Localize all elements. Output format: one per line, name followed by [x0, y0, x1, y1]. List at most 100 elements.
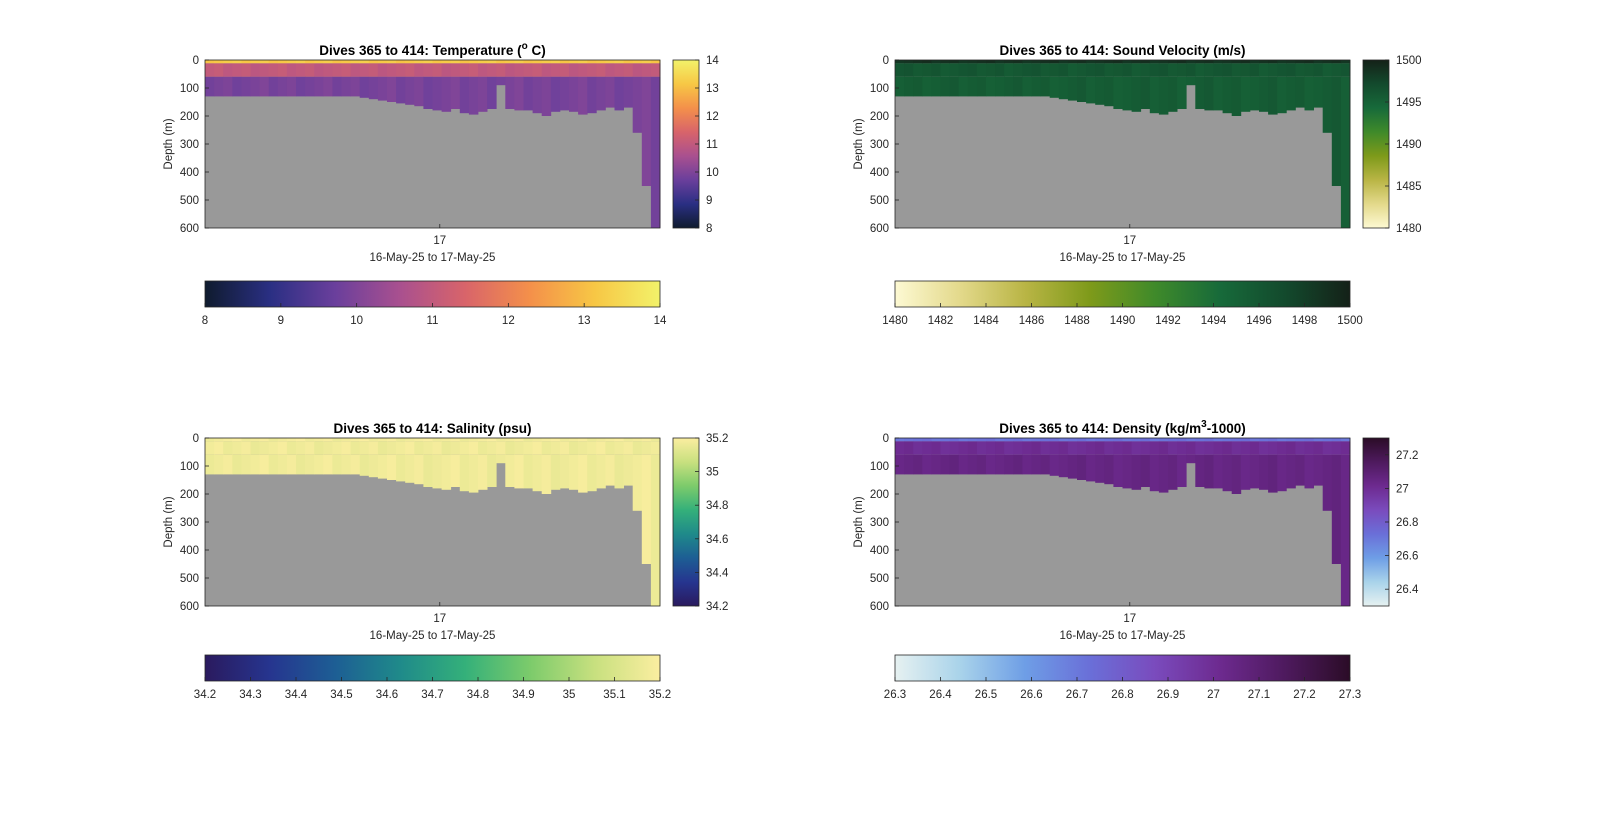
data-cell [250, 76, 260, 97]
data-cell [377, 438, 388, 442]
data-cell [995, 63, 1005, 77]
data-cell [1104, 441, 1114, 455]
data-cell [1158, 438, 1169, 442]
data-cell [468, 441, 479, 455]
data-cell [1095, 60, 1105, 64]
chart-panel-2: 0 100 200 300 400 500 600 Depth (m) 17 16-May-25 … [853, 43, 1422, 327]
data-cell [967, 63, 978, 77]
bottom-colorbar-label: 1484 [973, 315, 999, 327]
side-colorbar-label: 35 [706, 467, 719, 479]
data-cell [1049, 60, 1060, 64]
data-cell [958, 63, 969, 77]
data-cell [1322, 63, 1333, 77]
data-cell [650, 441, 661, 455]
data-cell [250, 63, 260, 77]
data-cell [1122, 76, 1132, 111]
data-cell [377, 76, 388, 101]
y-tick-label: 300 [180, 139, 199, 151]
y-tick-label: 600 [180, 223, 199, 235]
data-cell [432, 76, 442, 111]
data-cell [1249, 441, 1260, 455]
data-cell [341, 60, 351, 64]
data-cell [1222, 76, 1233, 114]
y-tick-label: 500 [180, 195, 199, 207]
data-cell [1340, 60, 1351, 64]
data-cell [1331, 441, 1342, 455]
data-cell [1067, 76, 1078, 101]
side-colorbar-label: 1480 [1396, 223, 1422, 235]
data-cell [922, 441, 932, 455]
data-cell [596, 63, 606, 77]
data-cell [423, 438, 433, 442]
data-cell [250, 441, 260, 455]
data-cell [1240, 441, 1251, 455]
data-cell [614, 438, 624, 442]
data-cell [1022, 441, 1032, 455]
bottom-colorbar-label: 27 [1207, 689, 1220, 701]
bottom-colorbar-label: 35.2 [649, 689, 671, 701]
data-cell [1222, 441, 1233, 455]
bottom-colorbar-label: 34.7 [421, 689, 443, 701]
x-tick-label: 17 [433, 613, 446, 625]
y-axis-label: Depth (m) [163, 118, 175, 169]
data-cell [387, 63, 397, 77]
data-cell [1067, 438, 1078, 442]
data-cell [922, 454, 932, 475]
data-cell [958, 438, 969, 442]
bottom-colorbar-label: 9 [278, 315, 284, 327]
data-cell [387, 60, 397, 64]
data-cell [232, 60, 242, 64]
data-cell [1304, 60, 1314, 64]
data-cell [1040, 441, 1051, 455]
bottom-colorbar-label: 1490 [1110, 315, 1136, 327]
data-cell [314, 63, 324, 77]
data-cell [359, 438, 370, 442]
data-cell [468, 454, 479, 493]
data-cell [949, 438, 960, 442]
data-cell [1077, 438, 1087, 442]
data-cell [432, 454, 442, 489]
data-cell [1249, 63, 1260, 77]
data-cell [1004, 441, 1014, 455]
data-cell [605, 60, 615, 64]
side-colorbar-label: 26.8 [1396, 517, 1418, 529]
data-cell [1259, 76, 1269, 112]
data-cell [396, 454, 406, 482]
data-cell [487, 441, 497, 455]
chart-panel-3: 0 100 200 300 400 500 600 Depth (m) 17 16-May-25 … [163, 421, 729, 701]
data-cell [423, 454, 433, 487]
data-cell [1122, 63, 1132, 77]
data-cell [332, 60, 342, 64]
data-cell [459, 441, 470, 455]
data-cell [623, 441, 634, 455]
data-cell [259, 60, 270, 64]
data-cell [641, 63, 652, 77]
data-cell [468, 60, 479, 64]
data-cell [496, 441, 506, 455]
data-cell [1259, 60, 1269, 64]
data-cell [241, 454, 251, 475]
data-cell [296, 454, 306, 475]
data-cell [1222, 438, 1233, 442]
data-cell [1058, 76, 1069, 100]
data-cell [1086, 63, 1096, 77]
data-cell [1140, 438, 1151, 442]
data-cell [559, 441, 570, 455]
data-cell [223, 60, 233, 64]
data-cell [904, 76, 914, 97]
data-cell [1213, 60, 1223, 64]
data-cell [940, 438, 950, 442]
data-cell [332, 438, 342, 442]
data-cell [922, 438, 932, 442]
data-cell [578, 60, 588, 64]
data-cell [405, 438, 415, 442]
data-cell [1104, 76, 1114, 107]
data-cell [232, 441, 242, 455]
data-cell [559, 438, 570, 442]
data-cell [587, 76, 597, 114]
data-cell [1104, 454, 1114, 485]
data-cell [550, 441, 561, 455]
data-cell [1140, 454, 1151, 487]
data-cell [332, 454, 342, 475]
data-cell [387, 438, 397, 442]
